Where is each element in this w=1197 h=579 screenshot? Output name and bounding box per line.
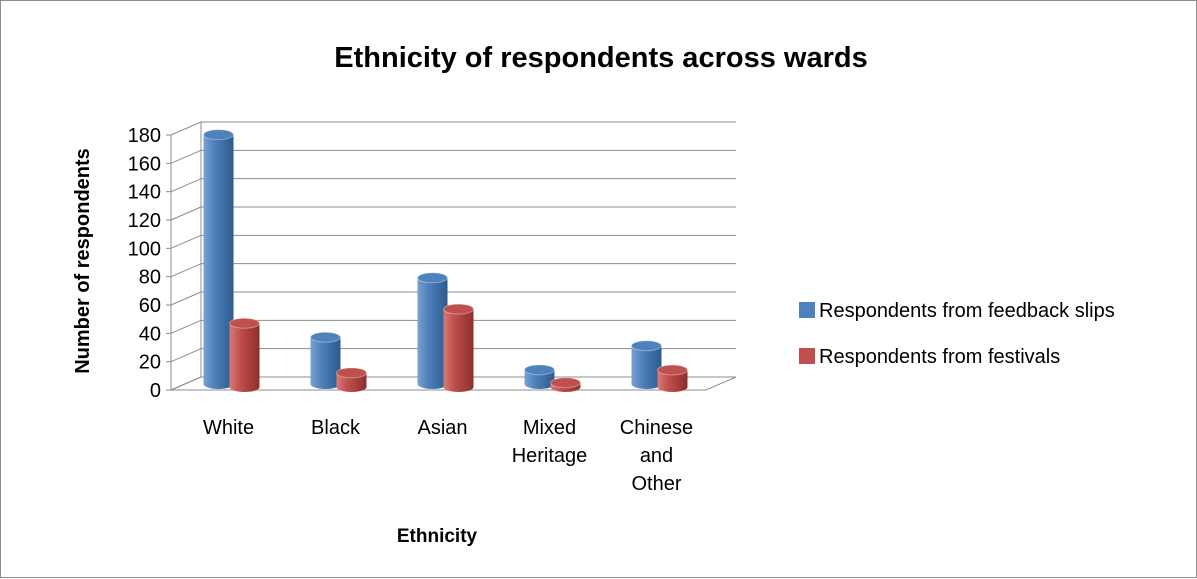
gridline-side (170, 319, 202, 334)
gridline-side (170, 376, 202, 391)
legend-label: Respondents from festivals (819, 346, 1060, 368)
x-tick-label: Mixed (523, 417, 576, 439)
y-tick-label: 120 (128, 210, 161, 232)
chart-title: Ethnicity of respondents across wards (334, 42, 867, 74)
y-tick-label: 40 (139, 323, 161, 345)
bar-festivals-top (550, 377, 581, 389)
y-tick-label: 80 (139, 267, 161, 289)
bar-feedback-top (524, 364, 555, 376)
bar-festivals-top (443, 303, 474, 315)
y-tick-label: 20 (139, 352, 161, 374)
legend-swatch (799, 302, 815, 318)
x-tick-label: Black (311, 417, 361, 439)
x-tick-label: and (640, 445, 673, 467)
gridline-side (170, 149, 202, 164)
bar-feedback-top (310, 331, 341, 343)
bar-festivals-top (336, 367, 367, 379)
y-axis-title: Number of respondents (72, 148, 94, 374)
bar-festivals-body (657, 370, 688, 393)
x-tick-label: Chinese (620, 417, 693, 439)
bar-feedback-body (631, 345, 662, 389)
x-tick-label: Other (631, 473, 681, 495)
y-tick-label: 60 (139, 295, 161, 317)
y-tick-label: 160 (128, 153, 161, 175)
gridline-side (170, 206, 202, 221)
bar-feedback-body (524, 369, 555, 389)
plot-area: 0 20 40 60 80 100 120 140 160 180 White Black Asian M… (72, 121, 737, 547)
legend-label: Respondents from feedback slips (819, 300, 1115, 322)
legend: Respondents from feedback slips Responden… (799, 300, 1115, 368)
bar-festivals-body (229, 323, 260, 392)
gridline-side (170, 121, 202, 136)
gridline-side (170, 291, 202, 306)
bar-festivals-top (657, 364, 688, 376)
x-tick-label: White (203, 417, 254, 439)
x-axis-title: Ethnicity (397, 526, 478, 547)
bar-festivals-body (443, 309, 474, 393)
bar-feedback-top (631, 340, 662, 352)
gridline-side (170, 234, 202, 249)
bar-feedback-body (417, 277, 448, 389)
bar-feedback-top (417, 272, 448, 284)
y-tick-label: 0 (150, 380, 161, 402)
bar-feedback-body (203, 134, 234, 389)
bar-festivals-top (229, 317, 260, 329)
y-tick-label: 140 (128, 182, 161, 204)
y-tick-label: 180 (128, 125, 161, 147)
x-tick-label: Heritage (512, 445, 588, 467)
bar-festivals-body (336, 372, 367, 393)
y-tick-label: 100 (128, 238, 161, 260)
bar-feedback-top (203, 129, 234, 141)
gridline-side (170, 178, 202, 193)
x-tick-label: Asian (417, 417, 467, 439)
gridline-side (170, 348, 202, 363)
bar-feedback-body (310, 337, 341, 389)
legend-swatch (799, 348, 815, 364)
gridline-side (170, 263, 202, 278)
